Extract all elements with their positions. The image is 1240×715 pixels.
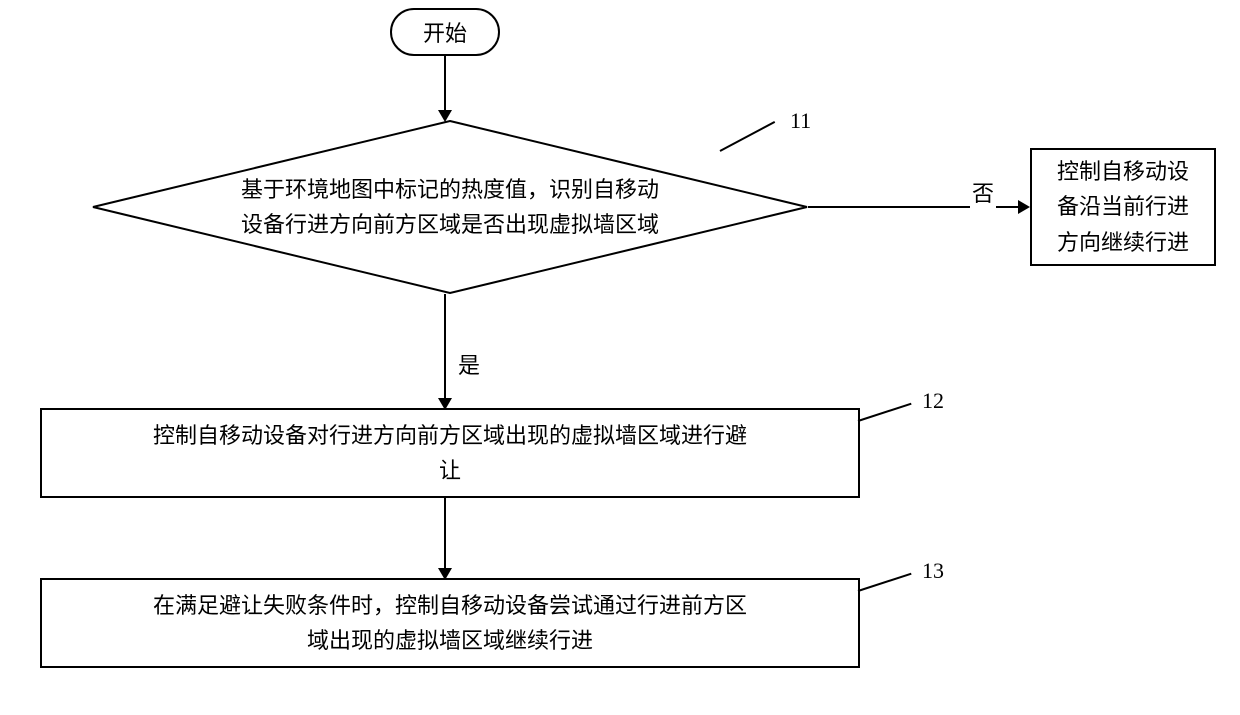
arrowhead-no: [1018, 200, 1030, 214]
leader-12: [858, 403, 912, 422]
decision-line1: 基于环境地图中标记的热度值，识别自移动: [200, 172, 700, 207]
side-line2: 备沿当前行进: [1057, 189, 1189, 224]
process-12: 控制自移动设备对行进方向前方区域出现的虚拟墙区域进行避 让: [40, 408, 860, 498]
proc13-line2: 域出现的虚拟墙区域继续行进: [153, 623, 747, 658]
side-line1: 控制自移动设: [1057, 154, 1189, 189]
start-terminator: 开始: [390, 8, 500, 56]
proc13-line1: 在满足避让失败条件时，控制自移动设备尝试通过行进前方区: [153, 588, 747, 623]
side-process: 控制自移动设 备沿当前行进 方向继续行进: [1030, 148, 1216, 266]
arrow-yes-branch: [444, 294, 446, 398]
process-13: 在满足避让失败条件时，控制自移动设备尝试通过行进前方区 域出现的虚拟墙区域继续行…: [40, 578, 860, 668]
proc12-line2: 让: [153, 453, 747, 488]
arrow-start-to-decision: [444, 56, 446, 110]
step-num-12: 12: [922, 388, 944, 414]
step-num-11: 11: [790, 108, 811, 134]
decision-text: 基于环境地图中标记的热度值，识别自移动 设备行进方向前方区域是否出现虚拟墙区域: [200, 172, 700, 242]
arrow-12-to-13: [444, 498, 446, 568]
start-label: 开始: [423, 16, 467, 48]
side-line3: 方向继续行进: [1057, 225, 1189, 260]
decision-node: 基于环境地图中标记的热度值，识别自移动 设备行进方向前方区域是否出现虚拟墙区域: [92, 120, 808, 294]
step-num-13: 13: [922, 558, 944, 584]
label-no: 否: [970, 176, 996, 208]
decision-line2: 设备行进方向前方区域是否出现虚拟墙区域: [200, 207, 700, 242]
proc12-line1: 控制自移动设备对行进方向前方区域出现的虚拟墙区域进行避: [153, 418, 747, 453]
label-yes: 是: [456, 348, 482, 380]
leader-13: [858, 573, 912, 592]
